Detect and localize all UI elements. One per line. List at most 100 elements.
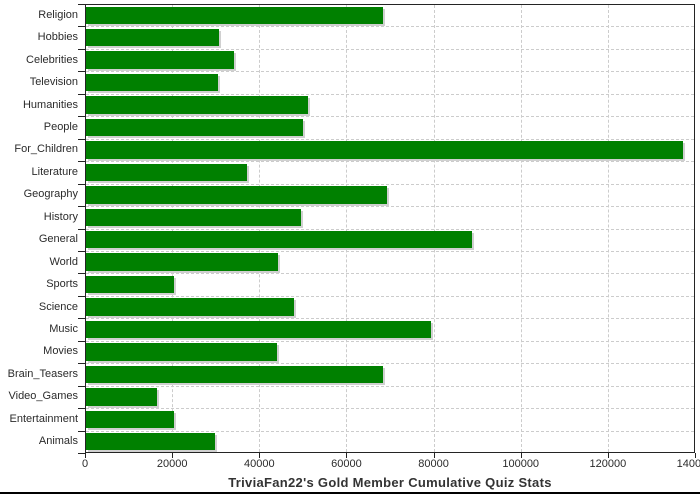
bar-history [86,208,302,226]
horizontal-gridline [86,138,694,140]
horizontal-gridline [86,408,694,410]
bar-world [86,253,279,271]
horizontal-gridline [86,161,694,163]
category-label-video-games: Video_Games [8,390,78,403]
category-label-music: Music [49,323,78,336]
y-axis-tick [78,4,85,5]
y-axis-tick [78,453,85,454]
y-axis-tick [78,273,85,275]
horizontal-gridline [86,318,694,320]
horizontal-gridline [86,183,694,185]
bar-humanities [86,96,308,114]
y-axis-tick [78,138,85,140]
y-axis-tick [78,318,85,320]
y-axis-tick [78,250,85,252]
horizontal-gridline [86,430,694,432]
category-label-brain-teasers: Brain_Teasers [7,367,78,380]
x-axis-tick [607,453,609,458]
bar-animals [86,433,216,451]
horizontal-gridline [86,250,694,252]
category-label-sports: Sports [46,278,78,291]
bar-music [86,320,431,339]
plot-frame [85,4,695,453]
category-label-celebrities: Celebrities [26,53,78,66]
y-axis-tick [78,385,85,387]
category-label-television: Television [29,76,78,89]
x-axis-tick [433,453,435,458]
x-tick-label: 100000 [502,458,540,470]
category-label-hobbies: Hobbies [37,31,78,44]
category-label-humanities: Humanities [22,98,78,111]
bar-general [86,231,473,249]
y-axis-tick [78,71,85,73]
y-axis-tick [78,340,85,342]
bar-brain-teasers [86,365,384,384]
x-tick-label: 140000 [676,458,700,470]
y-axis-tick [78,93,85,95]
horizontal-gridline [86,340,694,342]
horizontal-gridline [86,93,694,95]
y-axis-tick [78,183,85,185]
y-axis-tick [78,363,85,365]
x-tick-label: 40000 [243,458,275,470]
horizontal-gridline [86,206,694,208]
horizontal-gridline [86,295,694,297]
y-axis-tick [78,295,85,297]
category-label-movies: Movies [43,345,78,358]
bar-hobbies [86,28,220,47]
x-axis-tick [695,453,696,458]
x-axis-tick [520,453,522,458]
category-label-religion: Religion [38,8,78,21]
bar-celebrities [86,51,234,69]
category-label-people: People [43,120,78,133]
horizontal-gridline [86,273,694,275]
bottom-border-line [0,492,700,494]
y-axis-tick [78,48,85,50]
horizontal-gridline [86,48,694,50]
x-tick-label: 120000 [589,458,627,470]
chart-title: TriviaFan22's Gold Member Cumulative Qui… [228,475,552,490]
bar-television [86,73,219,92]
y-axis-tick [78,430,85,432]
bar-literature [86,163,247,182]
y-axis-tick [78,206,85,208]
x-axis-tick [259,453,261,458]
x-tick-label: 20000 [156,458,188,470]
bar-for-children [86,141,683,159]
category-label-science: Science [38,300,78,313]
category-label-general: General [38,233,78,246]
bar-video-games [86,388,157,406]
y-axis-tick [78,116,85,118]
horizontal-gridline [86,363,694,365]
y-axis-tick [78,228,85,230]
category-label-world: World [49,255,78,268]
horizontal-gridline [86,71,694,73]
category-label-literature: Literature [31,165,78,178]
x-axis-tick [346,453,348,458]
bar-geography [86,186,387,204]
horizontal-gridline [86,116,694,118]
bar-sports [86,275,174,294]
y-axis-tick [78,161,85,163]
category-label-history: History [43,210,78,223]
x-tick-label: 0 [81,458,89,470]
horizontal-gridline [86,26,694,28]
bar-people [86,118,303,137]
y-axis-tick [78,26,85,28]
y-axis-tick [78,408,85,410]
category-label-animals: Animals [38,435,78,448]
x-axis-tick [172,453,174,458]
x-axis-tick [85,453,86,458]
x-tick-label: 60000 [331,458,362,470]
category-label-for-children: For_Children [14,143,78,156]
bar-entertainment [86,410,174,429]
horizontal-gridline [86,385,694,387]
horizontal-gridline [86,228,694,230]
bar-religion [86,6,384,24]
category-label-geography: Geography [23,188,78,201]
category-label-entertainment: Entertainment [9,412,78,425]
bar-science [86,298,295,316]
x-tick-label: 80000 [418,458,449,470]
bar-movies [86,343,277,361]
